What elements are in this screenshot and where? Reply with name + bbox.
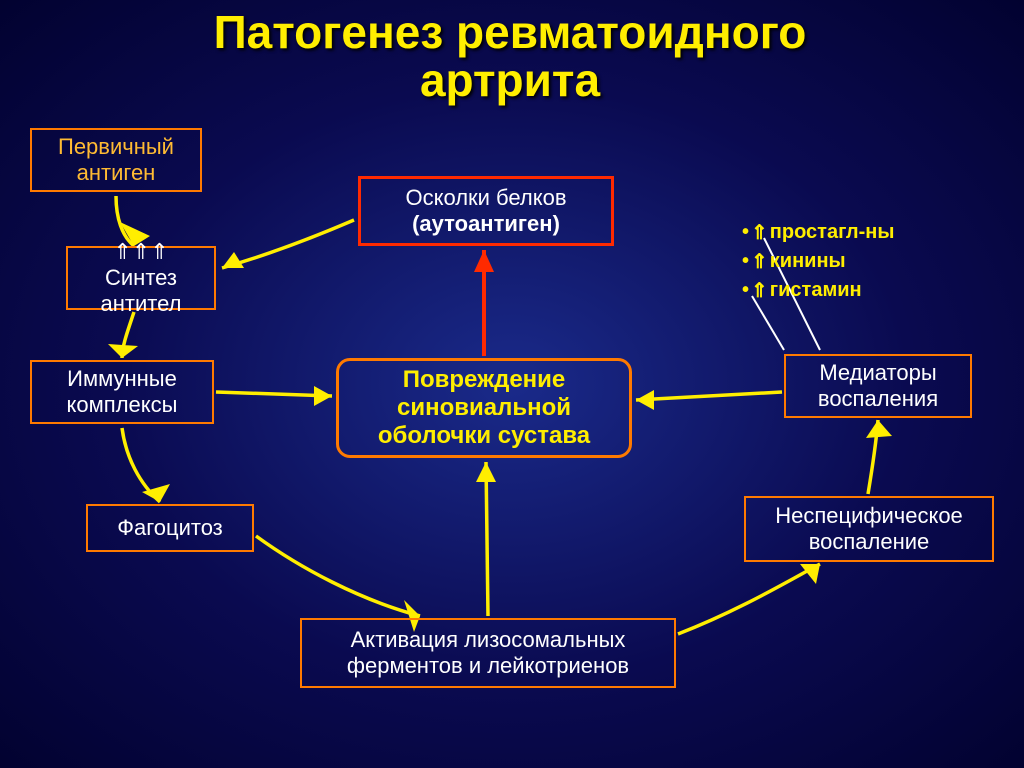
node-label-line: комплексы [67,392,178,418]
bullet-text: кинины [770,250,846,273]
node-label-line: (аутоантиген) [412,211,560,237]
up-arrow-icon: ⇑ [751,249,768,274]
bullet-dot-icon: • [742,250,749,273]
node-label-line: воспаления [818,386,938,412]
node-lysosomal-activation: Активация лизосомальныхферментов и лейко… [300,618,676,688]
bullet-text: гистамин [770,279,862,302]
bullet-item: •⇑гистамин [742,278,894,303]
node-label-line: Осколки белков [405,185,566,211]
bullet-item: •⇑простагл-ны [742,220,894,245]
up-arrow-icon: ⇑ [751,220,768,245]
node-immune-complexes: Иммунныекомплексы [30,360,214,424]
node-label-line: антиген [77,160,156,186]
bullet-item: •⇑кинины [742,249,894,274]
node-synovial-damage: Повреждениесиновиальнойоболочки сустава [336,358,632,458]
node-label-line: Медиаторы [819,360,936,386]
node-label-line: Иммунные [67,366,177,392]
node-phagocytosis: Фагоцитоз [86,504,254,552]
slide-title: Патогенез ревматоидного артрита [60,8,960,105]
node-inflammation-mediators: Медиаторывоспаления [784,354,972,418]
node-primary-antigen: Первичныйантиген [30,128,202,192]
mediator-bullets: •⇑простагл-ны•⇑кинины•⇑гистамин [742,220,894,303]
node-label-line: Повреждение [403,366,566,394]
title-line-1: Патогенез ревматоидного [60,8,960,56]
node-label-line: Первичный [58,134,174,160]
node-label-line: антител [101,291,182,317]
bullet-dot-icon: • [742,221,749,244]
bullet-text: простагл-ны [770,221,895,244]
node-label-line: синовиальной [397,394,571,422]
bullet-dot-icon: • [742,279,749,302]
slide-root: Патогенез ревматоидного артрита Первичны… [0,0,1024,768]
node-label-line: воспаление [809,529,930,555]
node-label-line: Активация лизосомальных [351,627,626,653]
node-label-line: ⇑⇑⇑ Синтез [80,239,202,291]
up-arrow-icon: ⇑ [751,278,768,303]
node-label-line: Неспецифическое [775,503,963,529]
title-line-2: артрита [60,56,960,104]
node-antibody-synthesis: ⇑⇑⇑ Синтезантител [66,246,216,310]
node-label-line: ферментов и лейкотриенов [347,653,629,679]
up-arrows-icon: ⇑⇑⇑ [113,239,168,264]
node-nonspecific-inflammation: Неспецифическоевоспаление [744,496,994,562]
node-label-line: оболочки сустава [378,422,590,450]
node-protein-fragments: Осколки белков(аутоантиген) [358,176,614,246]
node-label-line: Фагоцитоз [117,515,223,541]
